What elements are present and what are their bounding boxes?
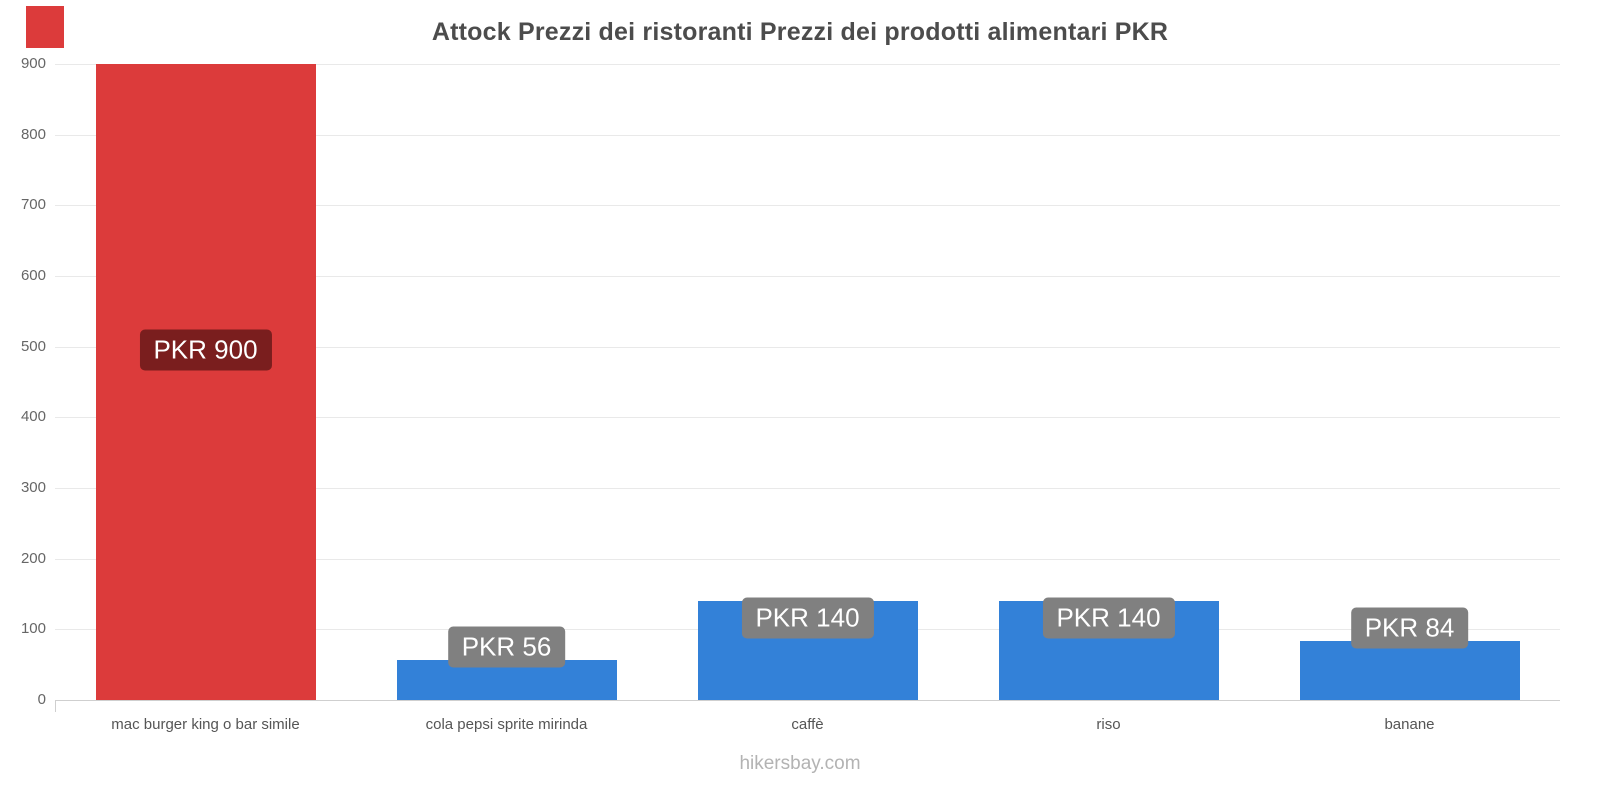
y-tick-label-0: 0 xyxy=(37,691,46,708)
bar-0 xyxy=(95,64,316,700)
gridline-400 xyxy=(55,417,1560,419)
gridline-900 xyxy=(55,64,1560,65)
y-tick-label-600: 600 xyxy=(20,267,46,284)
x-axis-line xyxy=(55,700,1560,701)
y-tick-label-700: 700 xyxy=(20,196,46,214)
chart-title: Attock Prezzi dei ristoranti Prezzi dei … xyxy=(431,18,1169,46)
y-tick-label-300: 300 xyxy=(20,479,46,496)
value-label-4: PKR 84 xyxy=(1350,607,1469,649)
y-tick-label-100: 100 xyxy=(20,620,46,638)
y-tick-label-200: 200 xyxy=(20,549,46,567)
value-label-1: PKR 56 xyxy=(447,626,566,668)
gridline-300 xyxy=(55,488,1560,489)
value-label-3: PKR 140 xyxy=(1042,597,1175,639)
y-tick-label-800: 800 xyxy=(20,125,46,143)
category-label-1: cola pepsi sprite mirinda xyxy=(425,716,588,733)
gridline-800 xyxy=(55,134,1560,136)
value-label-0: PKR 900 xyxy=(139,329,272,371)
y-tick-label-400: 400 xyxy=(20,408,46,426)
gridline-700 xyxy=(55,205,1560,207)
corner-accent xyxy=(26,6,64,48)
bar-4 xyxy=(1299,640,1520,700)
gridline-200 xyxy=(55,558,1560,560)
category-label-2: caffè xyxy=(791,716,824,733)
category-label-4: banane xyxy=(1384,716,1435,733)
category-label-3: riso xyxy=(1096,716,1121,733)
gridline-500 xyxy=(55,346,1560,348)
category-label-0: mac burger king o bar simile xyxy=(111,716,300,733)
value-label-2: PKR 140 xyxy=(741,597,874,639)
origin-tick xyxy=(55,700,56,712)
y-tick-label-900: 900 xyxy=(20,55,46,72)
watermark-text: hikersbay.com xyxy=(739,753,861,774)
gridline-600 xyxy=(55,276,1560,277)
y-tick-label-500: 500 xyxy=(20,337,46,355)
